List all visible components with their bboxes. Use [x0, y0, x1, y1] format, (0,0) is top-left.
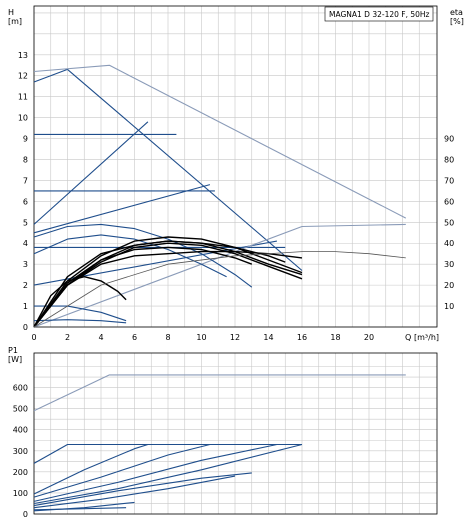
power-plot-frame: [33, 352, 438, 515]
eta-y-tick-label: 60: [444, 197, 454, 206]
eta-curve-20: [33, 251, 406, 328]
eta-curve-14: [33, 236, 303, 328]
head-y-tick-label: 1: [23, 302, 28, 311]
power-panel: 0 100 200 300 400 500 600 P1 [W]: [8, 346, 438, 519]
flow-x-tick-label: 20: [364, 333, 374, 342]
head-y-tick-label: 2: [23, 281, 28, 290]
eta-y-tick-label: 90: [444, 135, 454, 144]
x-axis-label: Q: [405, 333, 411, 342]
power-y-tick-label: 600: [13, 384, 28, 393]
flow-x-tick-label: 18: [330, 333, 340, 342]
power-y-ticks: 0 100 200 300 400 500 600: [13, 384, 28, 519]
head-y-tick-label: 3: [23, 260, 28, 269]
head-curve-1: [33, 64, 407, 219]
flow-x-tick-label: 6: [132, 333, 137, 342]
head-y-tick-label: 7: [23, 176, 28, 185]
flow-x-tick-label: 2: [65, 333, 70, 342]
eta-y-tick-label: 50: [444, 218, 454, 227]
flow-x-tick-label: 0: [31, 333, 36, 342]
head-curve-8: [33, 223, 406, 328]
head-y-tick-label: 5: [23, 218, 28, 227]
head-y-tick-label: 6: [23, 197, 28, 206]
eta-y-tick-label: 10: [444, 302, 454, 311]
head-y-tick-label: 10: [18, 114, 28, 123]
x-axis-unit: [m³/h]: [414, 333, 439, 342]
eta-curve-19: [33, 276, 127, 328]
power-curve-7: [33, 475, 236, 509]
power-curve-4: [33, 443, 278, 502]
eta-y-tick-label: 20: [444, 281, 454, 290]
power-y-tick-label: 300: [13, 447, 28, 456]
power-series-group: [33, 374, 406, 512]
power-y-tick-label: 100: [13, 489, 28, 498]
head-series-group: [33, 64, 407, 328]
flow-x-ticks: 0 2 4 6 8 10 12 14 16 18 20: [31, 333, 374, 342]
y2-axis-unit: [%]: [450, 17, 464, 26]
eta-y-ticks: 10 20 30 40 50 60 70 80 90: [444, 135, 454, 312]
y-axis-label: H: [8, 8, 14, 17]
power-y-tick-label: 200: [13, 468, 28, 477]
flow-x-tick-label: 8: [165, 333, 170, 342]
head-curve-0: [33, 68, 303, 271]
head-y-tick-label: 9: [23, 135, 28, 144]
head-curve-2: [33, 121, 149, 225]
chart-title: MAGNA1 D 32-120 F, 50Hz: [329, 10, 430, 19]
head-y-tick-label: 12: [18, 72, 28, 81]
head-curve-10: [33, 234, 227, 278]
head-y-tick-label: 4: [23, 239, 28, 248]
head-plot-frame: [33, 5, 438, 328]
flow-x-tick-label: 12: [230, 333, 240, 342]
eta-y-tick-label: 40: [444, 239, 454, 248]
power-curve-1: [33, 443, 302, 464]
p1-axis-label: P1: [8, 346, 18, 355]
eta-y-tick-label: 70: [444, 176, 454, 185]
chart-title-box: [324, 6, 434, 22]
head-y-tick-label: 13: [18, 51, 28, 60]
power-curve-0: [33, 374, 406, 412]
head-y-tick-label: 0: [23, 323, 28, 332]
power-y-tick-label: 400: [13, 426, 28, 435]
power-curve-9: [33, 501, 135, 512]
power-curve-3: [33, 443, 211, 498]
power-curve-5: [33, 443, 303, 505]
power-y-tick-label: 500: [13, 405, 28, 414]
eta-y-tick-label: 30: [444, 260, 454, 269]
eta-y-tick-label: 80: [444, 155, 454, 164]
power-curve-6: [33, 472, 252, 507]
head-curve-9: [33, 223, 253, 288]
head-curve-12: [33, 319, 127, 324]
flow-x-tick-label: 10: [196, 333, 206, 342]
power-grid: [33, 353, 437, 515]
flow-x-tick-label: 16: [297, 333, 307, 342]
head-y-tick-label: 11: [18, 93, 28, 102]
flow-x-tick-label: 4: [98, 333, 103, 342]
flow-x-tick-label: 14: [263, 333, 273, 342]
power-y-tick-label: 0: [23, 510, 28, 519]
power-curve-2: [33, 443, 149, 495]
p1-axis-unit: [W]: [8, 355, 22, 364]
head-y-tick-label: 8: [23, 155, 28, 164]
y2-axis-label: eta: [450, 8, 463, 17]
y-axis-unit: [m]: [8, 17, 22, 26]
head-curve-4: [33, 184, 211, 234]
